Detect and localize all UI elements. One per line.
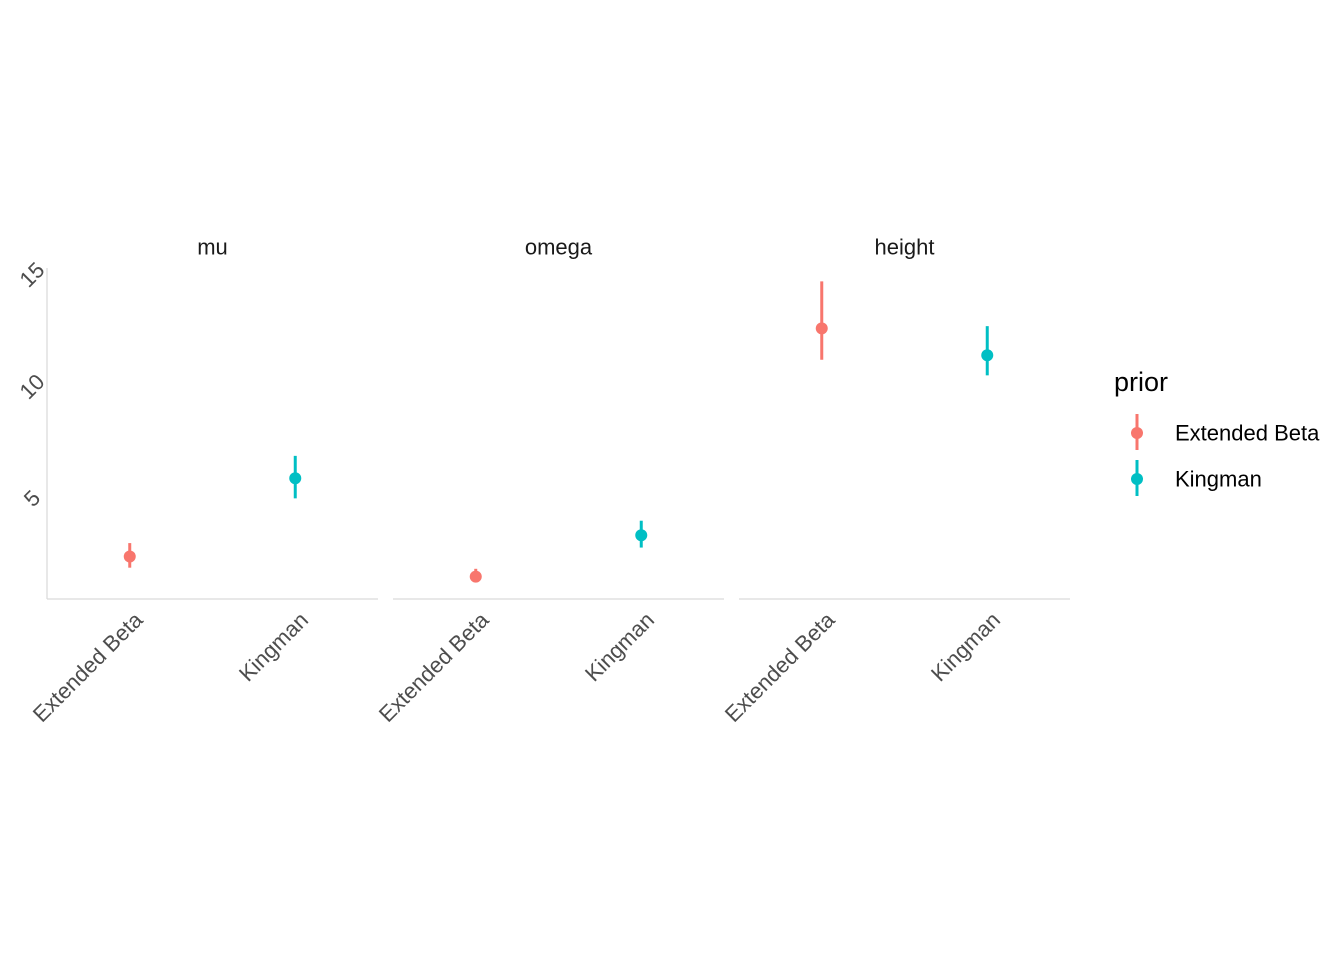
data-point — [289, 472, 302, 485]
legend-key-point — [1131, 427, 1143, 439]
x-tick-label: Extended Beta — [720, 607, 840, 727]
legend-label: Kingman — [1175, 467, 1262, 492]
x-tick-label: Kingman — [234, 607, 313, 686]
data-point — [635, 529, 648, 542]
x-tick-label: Extended Beta — [28, 607, 148, 727]
legend-key-point — [1131, 473, 1143, 485]
legend: prior Extended Beta Kingman — [1114, 367, 1320, 496]
x-tick-label: Kingman — [580, 607, 659, 686]
y-tick-label: 10 — [15, 369, 50, 404]
facet-panels: 5 10 15 mu Extended Beta Kingman omega Extended… — [15, 235, 1070, 727]
facet-title: omega — [525, 235, 593, 260]
facet-title: mu — [197, 235, 228, 260]
data-point — [123, 550, 136, 563]
data-point — [815, 322, 828, 335]
data-point — [469, 570, 482, 583]
y-tick-label: 5 — [19, 485, 45, 511]
legend-label: Extended Beta — [1175, 421, 1320, 446]
facet-title: height — [875, 235, 935, 260]
data-point — [981, 349, 994, 362]
y-tick-label: 15 — [15, 257, 50, 292]
legend-title: prior — [1114, 367, 1168, 397]
x-tick-label: Extended Beta — [374, 607, 494, 727]
x-tick-label: Kingman — [926, 607, 1005, 686]
